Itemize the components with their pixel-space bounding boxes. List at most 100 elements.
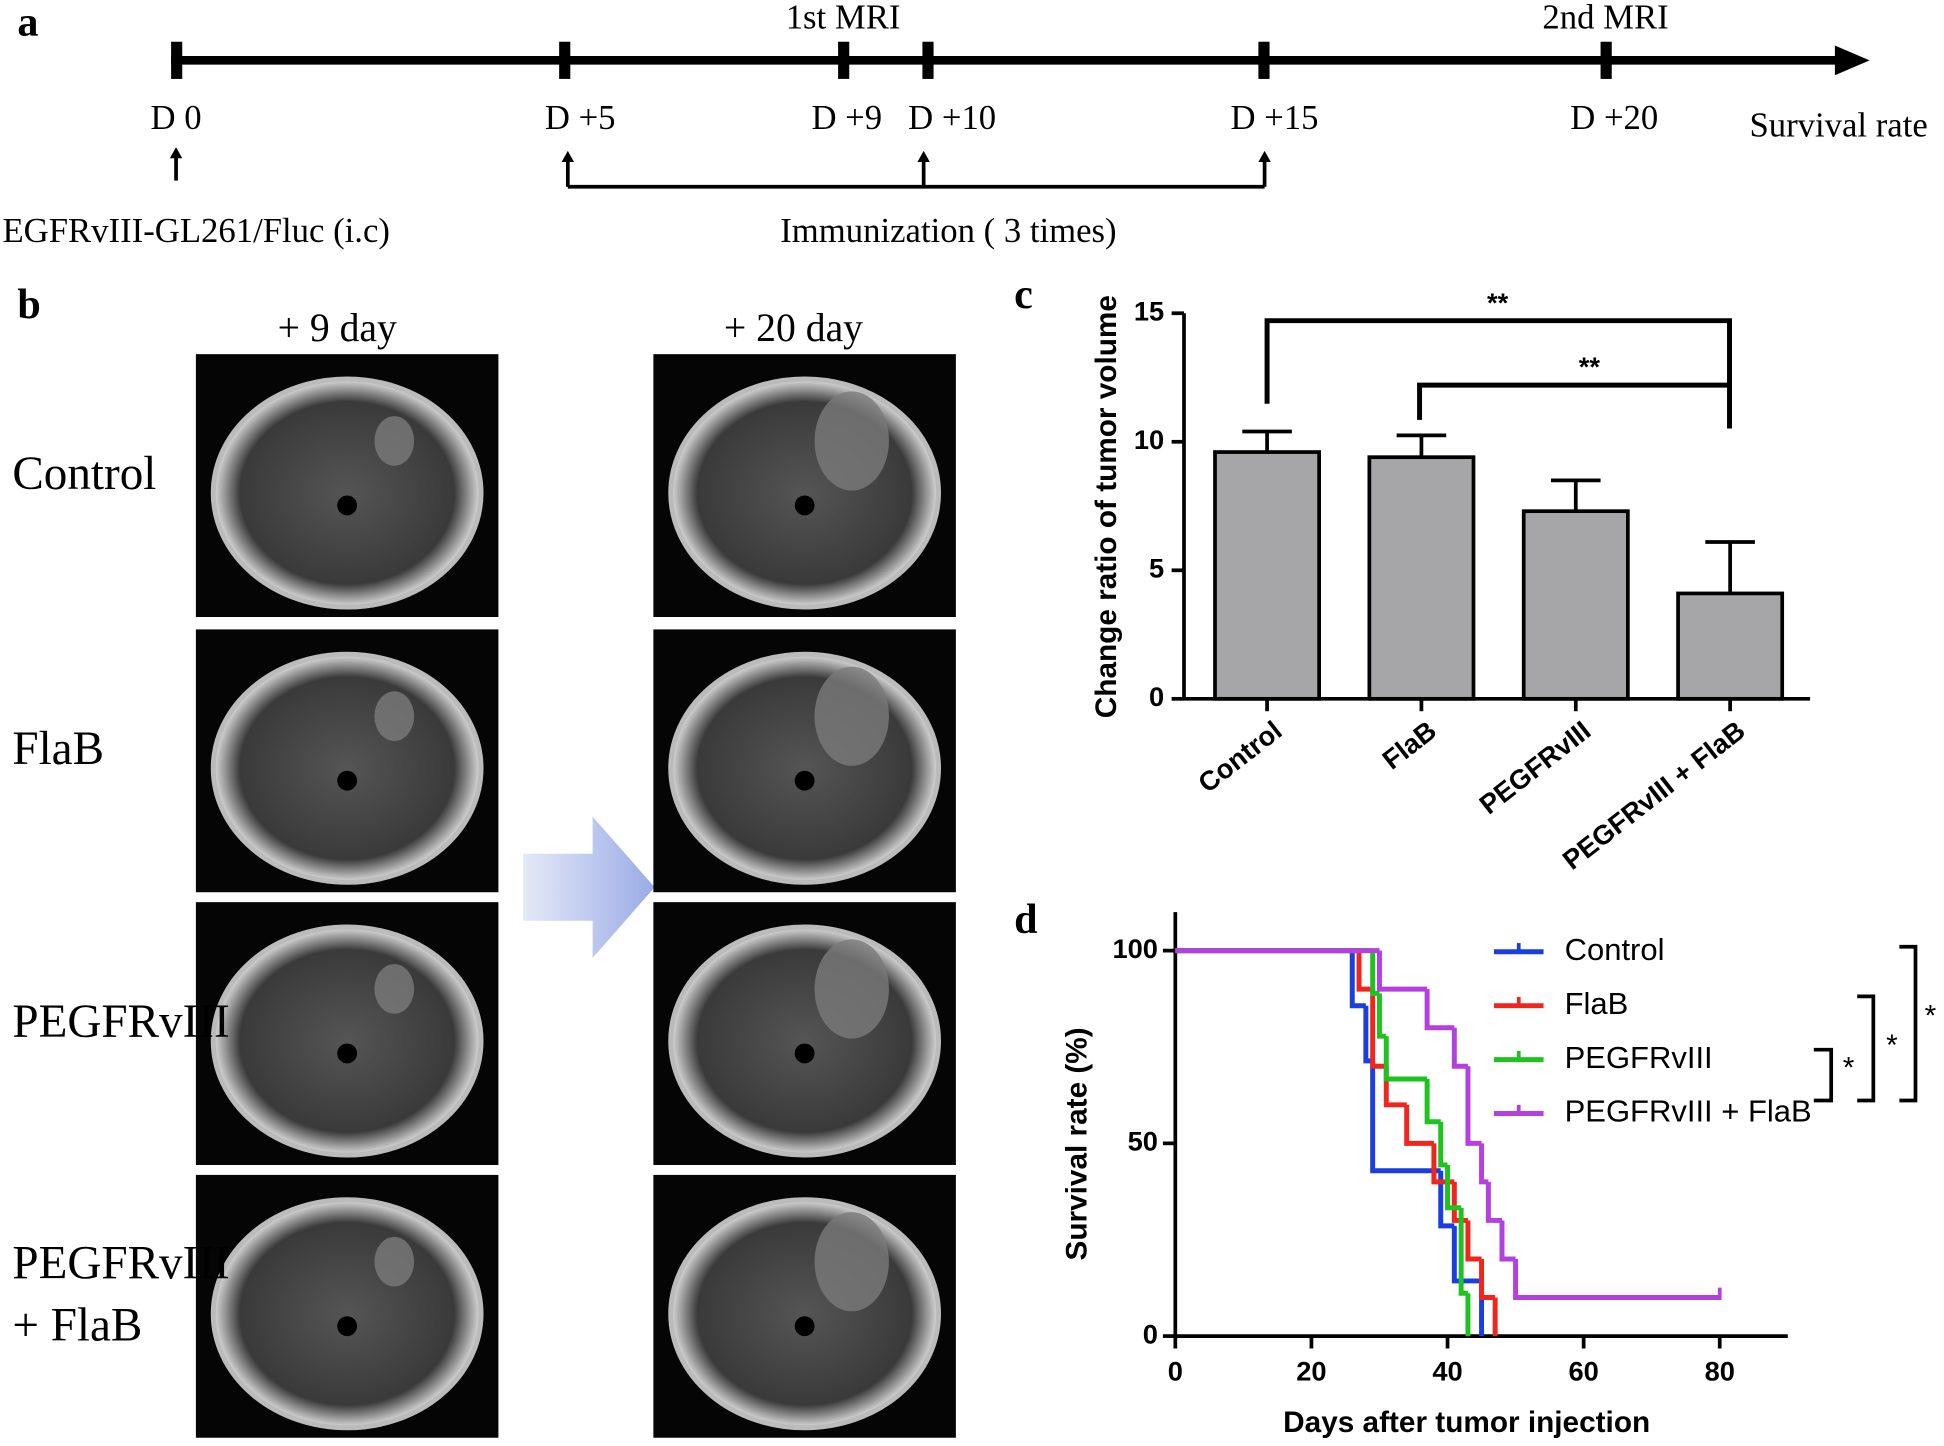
x-tick-label: 40 — [1432, 1355, 1462, 1386]
day-label: D +5 — [545, 98, 616, 137]
immunization-label: Immunization ( 3 times) — [780, 211, 1116, 250]
y-tick-label: 0 — [1149, 681, 1164, 712]
legend-label: PEGFRvIII + FlaB — [1565, 1094, 1812, 1129]
row-label: FlaB — [12, 723, 104, 775]
bar — [1676, 591, 1785, 701]
survival-step — [1479, 1258, 1496, 1301]
injection-label: EGFRvIII-GL261/Fluc (i.c) — [2, 211, 389, 250]
survival-step — [1479, 1143, 1489, 1185]
survival-step — [1349, 950, 1366, 1009]
y-tick-label: 100 — [1112, 933, 1158, 964]
row-label: PEGFRvIII — [12, 996, 229, 1048]
bar — [1521, 509, 1630, 701]
x-tick-label: FlaB — [1376, 715, 1442, 776]
error-bar — [1705, 540, 1755, 594]
survival-step — [1451, 1027, 1468, 1069]
day-label: D +10 — [908, 98, 996, 137]
day-label: D +15 — [1231, 98, 1319, 137]
significance: * — [1886, 1029, 1898, 1062]
day-label: D +9 — [811, 98, 882, 137]
survival-step — [1499, 1220, 1516, 1262]
mri-tumor — [374, 964, 415, 1014]
mri-canal — [337, 1043, 358, 1064]
mri-section — [668, 924, 942, 1158]
mri-tumor — [374, 691, 415, 741]
mri-tumor — [814, 666, 889, 766]
mri-label: 1st MRI — [786, 0, 901, 37]
significance-bracket — [1264, 318, 1732, 429]
legend-label: FlaB — [1565, 986, 1629, 1021]
survival-step — [1377, 993, 1387, 1039]
x-tick-label: 0 — [1168, 1355, 1183, 1386]
x-tick-label: PEGFRvIII — [1473, 715, 1596, 821]
panel-label: c — [1014, 271, 1033, 318]
mri-tumor — [814, 1212, 889, 1312]
survival-step — [1383, 1066, 1407, 1108]
survival-step — [1465, 1220, 1482, 1262]
x-axis-label: Days after tumor injection — [1283, 1406, 1650, 1439]
survival-step — [1383, 1036, 1428, 1082]
mri-section — [668, 651, 942, 885]
mri-section — [210, 651, 484, 885]
mri-canal — [337, 1316, 358, 1337]
mri-tumor — [374, 1236, 415, 1287]
panel-label: d — [1014, 896, 1037, 943]
survival-step — [1445, 1164, 1462, 1211]
error-bar — [1550, 478, 1601, 512]
mri-section — [668, 1197, 942, 1431]
mri-label: 2nd MRI — [1542, 0, 1668, 37]
mri-canal — [794, 770, 815, 791]
day-label: D 0 — [151, 98, 202, 137]
x-tick-label: 80 — [1705, 1355, 1735, 1386]
survival-step — [1451, 1225, 1482, 1284]
mri-tumor — [814, 391, 889, 491]
survival-step — [1404, 1104, 1434, 1146]
mri-tumor — [374, 416, 415, 466]
survival-step — [1370, 1060, 1441, 1174]
survival-step — [1438, 1121, 1448, 1168]
bar — [1367, 455, 1476, 701]
y-tick-label: 5 — [1149, 553, 1164, 584]
row-label: Control — [12, 448, 156, 500]
end-label: Survival rate — [1749, 105, 1927, 144]
mri-canal — [794, 495, 815, 516]
legend-label: PEGFRvIII — [1565, 1040, 1713, 1075]
y-axis-label: Change ratio of tumor volume — [1090, 295, 1123, 718]
error-bar — [1242, 429, 1292, 453]
bar — [1213, 450, 1322, 701]
y-tick-label: 0 — [1143, 1318, 1158, 1349]
panel-label: a — [17, 0, 38, 45]
mri-section — [668, 376, 942, 610]
mri-canal — [337, 770, 358, 791]
significance: ** — [1487, 287, 1509, 318]
significance: * — [1843, 1051, 1855, 1084]
error-bar — [1396, 433, 1447, 458]
legend-label: Control — [1565, 932, 1665, 967]
mri-canal — [337, 495, 358, 516]
x-tick-label: 20 — [1296, 1355, 1326, 1386]
row-label: + FlaB — [12, 1300, 142, 1352]
survival-step — [1465, 1066, 1482, 1146]
y-tick-label: 15 — [1134, 295, 1164, 326]
survival-step — [1356, 950, 1373, 992]
panel-label: b — [17, 281, 40, 328]
survival-step — [1377, 950, 1428, 992]
significance-bracket — [1417, 382, 1730, 420]
bar-chart: 0 5 10 15 Change ratio of tumor volume Contro… — [1090, 287, 1811, 876]
timeline: D 0 D +5 D +9 D +10 D +15 D +20 Survival rate 1… — [2, 0, 1927, 250]
mri-section — [210, 1197, 484, 1431]
day-label: D +20 — [1570, 98, 1658, 137]
survival-step — [1513, 1258, 1720, 1301]
mri-canal — [794, 1043, 815, 1064]
mri-tumor — [814, 939, 889, 1039]
mri-section — [210, 924, 484, 1158]
mri-section — [210, 376, 484, 610]
significance-bracket — [1857, 994, 1876, 1103]
row-label: PEGFRvIII — [12, 1238, 229, 1290]
y-tick-label: 50 — [1128, 1126, 1158, 1157]
significance: ** — [1579, 351, 1601, 382]
significance-bracket — [1899, 944, 1918, 1103]
column-label: + 20 day — [724, 306, 863, 350]
x-tick-label: Control — [1192, 715, 1287, 799]
